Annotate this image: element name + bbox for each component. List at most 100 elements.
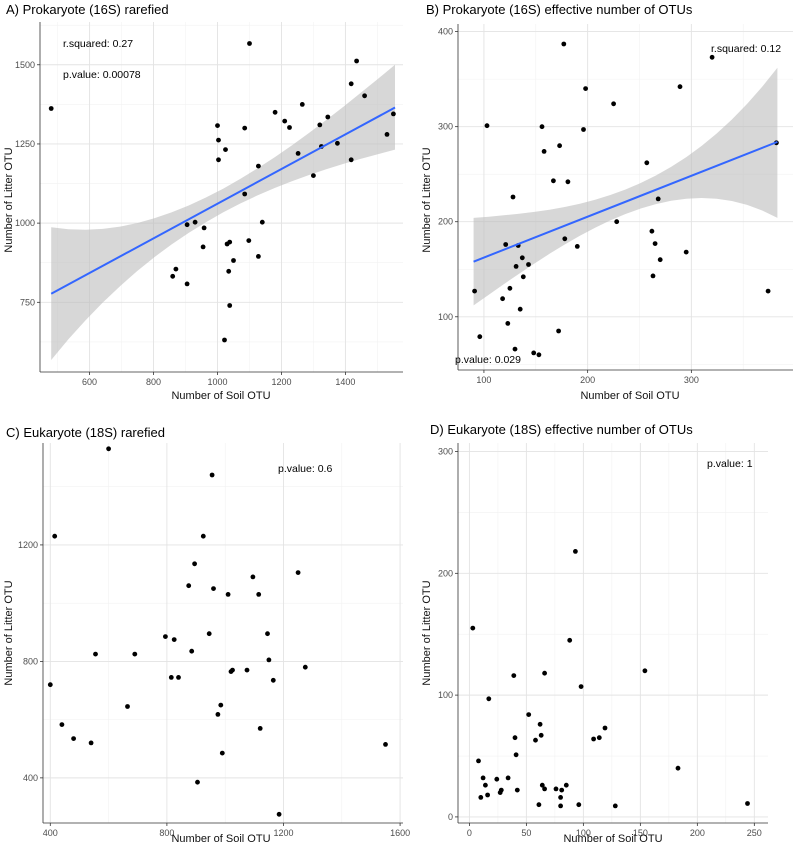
- data-point: [362, 93, 367, 99]
- data-point: [677, 84, 683, 90]
- data-point: [200, 244, 206, 250]
- data-point: [505, 321, 511, 326]
- data-point: [250, 574, 256, 580]
- data-point: [335, 140, 340, 146]
- data-point: [287, 125, 292, 130]
- data-point: [596, 735, 602, 741]
- data-point: [132, 651, 138, 657]
- x-tick-label: 1200: [271, 377, 291, 387]
- plot-area: 600 800 1000 1200 1400 750 1000 1250 1500: [15, 22, 403, 387]
- x-tick-label: 50: [521, 828, 531, 838]
- data-point: [227, 303, 233, 308]
- data-point: [657, 257, 663, 263]
- data-point: [652, 241, 658, 247]
- data-point: [510, 194, 516, 200]
- data-point: [649, 228, 655, 234]
- data-point: [215, 712, 221, 717]
- data-point: [531, 350, 537, 356]
- data-point: [683, 249, 689, 255]
- y-tick-label: 200: [438, 217, 453, 227]
- data-point: [282, 118, 288, 124]
- x-tick-label: 1000: [207, 377, 227, 387]
- data-point: [88, 740, 94, 746]
- data-point: [539, 782, 545, 788]
- x-tick-label: 1200: [273, 828, 293, 838]
- data-point: [170, 273, 176, 279]
- data-point: [246, 238, 252, 244]
- data-point: [541, 149, 547, 154]
- data-point: [384, 132, 390, 137]
- data-point: [567, 637, 573, 643]
- x-tick-label: 600: [82, 377, 97, 387]
- data-point: [553, 786, 559, 792]
- data-point: [52, 533, 58, 539]
- y-tick-label: 1000: [15, 218, 35, 228]
- data-point: [71, 736, 76, 741]
- data-point: [519, 255, 525, 261]
- data-point: [612, 803, 618, 809]
- data-point: [295, 570, 301, 575]
- data-point: [500, 296, 505, 302]
- x-tick-label: 200: [690, 828, 705, 838]
- data-point: [244, 667, 250, 673]
- data-point: [512, 735, 518, 741]
- x-tick-label: 1400: [335, 377, 355, 387]
- data-point: [201, 225, 207, 231]
- data-point: [325, 114, 331, 120]
- x-tick-label: 0: [467, 828, 472, 838]
- panel-title: C) Eukaryote (18S) rarefied: [6, 425, 165, 440]
- data-point: [745, 801, 750, 806]
- y-tick-label: 1500: [15, 60, 35, 70]
- data-point: [184, 281, 190, 287]
- data-point: [505, 775, 511, 781]
- panel-d-eukaryote-effective: 0 50 100 150 200 250 0 100 200 300 D) Eukaryote (…: [421, 422, 768, 845]
- x-tick-label: 100: [476, 375, 491, 385]
- data-point: [581, 127, 586, 132]
- data-point: [266, 657, 272, 663]
- data-point: [709, 54, 715, 60]
- y-tick-label: 0: [448, 812, 453, 822]
- x-tick-label: 150: [633, 828, 648, 838]
- data-point: [650, 273, 656, 279]
- data-point: [391, 111, 396, 117]
- data-point: [520, 274, 526, 280]
- data-point: [485, 792, 490, 798]
- data-point: [507, 285, 513, 291]
- y-tick-label: 800: [23, 656, 38, 666]
- data-point: [257, 726, 263, 731]
- p-value-annotation: p.value: 1: [707, 458, 753, 470]
- data-point: [215, 123, 220, 128]
- data-point: [171, 637, 177, 642]
- data-point: [472, 288, 477, 294]
- data-point: [512, 346, 518, 352]
- x-tick-label: 800: [159, 828, 174, 838]
- data-point: [231, 258, 236, 263]
- data-point: [256, 163, 261, 169]
- y-tick-label: 1200: [18, 540, 38, 550]
- x-tick-label: 300: [684, 375, 699, 385]
- x-tick-label: 1600: [390, 828, 410, 838]
- x-tick-label: 250: [747, 828, 762, 838]
- data-point: [533, 737, 538, 743]
- data-point: [223, 147, 228, 153]
- x-axis-label: Number of Soil OTU: [563, 833, 662, 845]
- data-point: [477, 334, 483, 340]
- data-point: [189, 648, 195, 654]
- data-point: [536, 802, 542, 808]
- y-tick-label: 750: [20, 297, 35, 307]
- data-point: [539, 124, 545, 130]
- data-point: [125, 704, 130, 709]
- data-point: [218, 702, 224, 708]
- data-point: [484, 123, 490, 129]
- x-axis-label: Number of Soil OTU: [580, 390, 679, 402]
- data-point: [578, 684, 584, 689]
- data-point: [511, 673, 517, 678]
- y-axis-label: Number of Litter OTU: [3, 580, 15, 685]
- r-squared-annotation: r.squared: 0.27: [63, 38, 133, 50]
- plot-area: 400 800 1200 1600 400 800 1200: [18, 443, 410, 838]
- data-point: [536, 352, 542, 358]
- p-value-annotation: p.value: 0.029: [455, 354, 521, 366]
- data-point: [230, 667, 235, 673]
- panel-b-prokaryote-effective: 100 200 300 100 200 300 400 B) Prokaryote (16S…: [421, 2, 793, 402]
